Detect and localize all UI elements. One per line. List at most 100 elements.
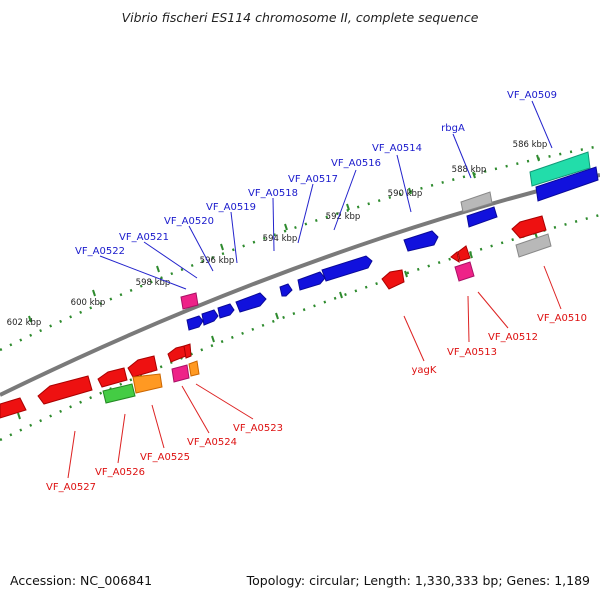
gene-VF_A0527 [37,375,93,405]
gene-VF_A0516 [321,255,373,282]
gene-VF_A0509-teal [529,151,591,187]
gene-VF_A0519 [235,292,267,313]
tick-mark [408,187,412,195]
forward-annotations: VF_A0509 rbgA VF_A0514 VF_A0516 VF_A0517… [75,90,557,290]
tick-mark [536,154,540,162]
tick-label-594: 594 kbp [263,234,298,244]
tick-mark [275,312,279,320]
tick-label-588: 588 kbp [452,165,487,175]
tick-mark [404,270,408,278]
gene-VF_A0513 [454,261,475,282]
leader-VF_A0525 [151,404,165,449]
tick-label-586: 586 kbp [513,140,548,150]
tick-mark [211,335,215,343]
leader-rbgA [452,133,472,179]
leader-VF_A0516 [333,169,357,231]
gene-VF_A0518 [279,283,293,297]
gene-VF_A0523 [171,364,190,383]
reverse-genes [0,215,552,419]
gene-left-edge [0,397,27,419]
leader-VF_A0527 [67,430,76,479]
label-yagK: yagK [412,365,437,376]
label-VF_A0522: VF_A0522 [75,246,125,257]
leader-VF_A0512 [477,291,509,329]
genome-summary-text: Topology: circular; Length: 1,330,333 bp… [246,573,590,588]
gene-VF_A0509 [535,166,599,202]
tick-mark [339,291,343,299]
accession-text: Accession: NC_006841 [10,573,152,588]
leader-VF_A0514 [396,154,412,213]
gene-VF_A0520 [217,303,235,319]
gene-VF_A0526 [102,383,136,404]
leader-VF_A0513 [467,295,470,343]
label-VF_A0518: VF_A0518 [248,188,298,199]
label-VF_A0513: VF_A0513 [447,347,497,358]
gene-VF_A0512 [457,245,471,262]
gene-VF_A0526-red [97,367,128,388]
label-VF_A0509: VF_A0509 [507,90,557,101]
tick-mark [284,223,288,231]
leader-VF_A0521 [143,241,198,279]
leader-VF_A0518 [272,197,275,252]
chromosome-backbone [0,173,600,397]
label-VF_A0523: VF_A0523 [233,423,283,434]
gene-VF_A0517 [297,271,326,291]
tick-label-592: 592 kbp [326,212,361,222]
tick-mark [156,265,160,273]
tick-labels: 586 kbp 588 kbp 590 kbp 592 kbp 594 kbp … [7,140,548,328]
map-title: Vibrio fischeri ES114 chromosome II, com… [122,10,479,25]
tick-label-590: 590 kbp [388,189,423,199]
leader-yagK [403,315,425,362]
gene-VF_A0522 [180,292,199,310]
leader-VF_A0524 [181,385,210,434]
tick-mark [17,412,21,420]
tick-label-598: 598 kbp [136,278,171,288]
tick-mark [28,315,32,323]
gene-rbgA-gray [460,191,493,213]
gene-VF_A0512-b [450,251,460,264]
label-VF_A0510: VF_A0510 [537,313,587,324]
tick-mark [472,171,476,179]
label-VF_A0514: VF_A0514 [372,143,422,154]
label-VF_A0512: VF_A0512 [488,332,538,343]
gene-VF_A0525-red [127,355,158,378]
gene-VF_A0524-red [167,345,187,363]
label-VF_A0516: VF_A0516 [331,158,381,169]
leader-VF_A0523 [195,383,254,420]
leader-VF_A0526 [117,413,126,464]
gene-VF_A0524-small [183,343,192,359]
gene-VF_A0510-gray [515,233,552,258]
tick-mark [220,243,224,251]
gene-VF_A0523-orange [188,360,200,377]
gene-rbgA [466,206,498,228]
tick-label-596: 596 kbp [200,256,235,266]
tick-mark [469,251,473,259]
leader-VF_A0522 [99,255,187,290]
reverse-annotations: VF_A0510 VF_A0512 VF_A0513 yagK VF_A0523… [46,265,587,493]
label-VF_A0526: VF_A0526 [95,467,145,478]
leader-VF_A0519 [230,211,238,264]
label-VF_A0524: VF_A0524 [187,437,237,448]
label-rbgA: rbgA [441,123,465,134]
label-VF_A0517: VF_A0517 [288,174,338,185]
gene-yagK [381,269,405,290]
leader-VF_A0509 [531,100,553,149]
label-VF_A0520: VF_A0520 [164,216,214,227]
label-VF_A0521: VF_A0521 [119,232,169,243]
leader-VF_A0517 [297,183,314,244]
forward-genes [180,151,599,331]
tick-mark [346,203,350,211]
gene-VF_A0510 [511,215,547,239]
gene-VF_A0525 [132,373,163,394]
leader-VF_A0520 [188,225,214,272]
gene-VF_A0521 [186,315,204,331]
leader-VF_A0510 [543,265,562,310]
tick-label-602: 602 kbp [7,318,42,328]
gene-VF_A0514 [403,230,439,252]
tick-label-600: 600 kbp [71,298,106,308]
label-VF_A0527: VF_A0527 [46,482,96,493]
label-VF_A0525: VF_A0525 [140,452,190,463]
tick-mark [92,289,96,297]
label-VF_A0519: VF_A0519 [206,202,256,213]
